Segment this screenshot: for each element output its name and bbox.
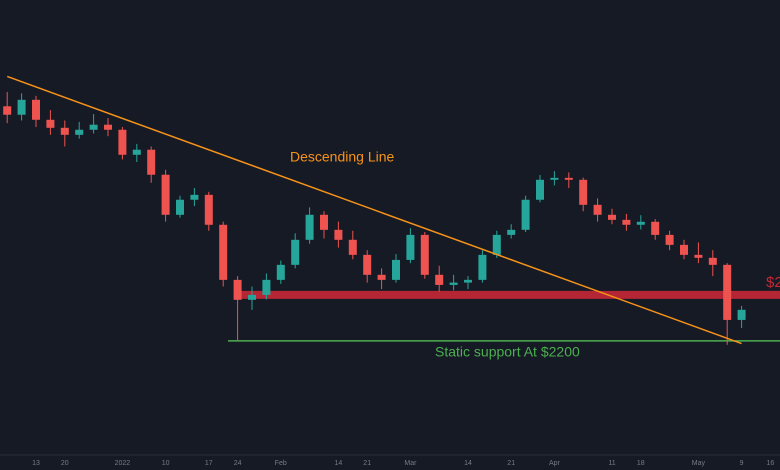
x-tick-label: 21 [363,460,371,467]
candle-body [118,129,127,155]
candle-body [521,199,530,230]
candle-body [665,234,674,245]
trendline-label: Descending Line [290,149,395,165]
candle-body [464,279,472,283]
candle-body [377,274,386,280]
candle-body [348,239,357,255]
candle-body [291,239,300,265]
x-tick-label: 10 [162,460,170,467]
candle-body [694,254,703,258]
candle-body [233,279,242,300]
candle-body [593,204,602,215]
x-tick-label: 13 [32,460,40,467]
candle-body [176,199,184,215]
candle-body [492,234,501,255]
candle-body [219,224,228,280]
x-tick-label: 24 [234,460,242,467]
candle-body [622,219,631,225]
x-tick-label: 14 [464,460,472,467]
candle-body [320,214,328,230]
candle-body [536,179,544,200]
x-tick-label: 17 [205,460,213,467]
candle-body [363,254,372,275]
candle-body [204,194,213,225]
candle-body [608,214,616,220]
candle-body [3,106,12,115]
candle-body [449,282,458,285]
candle-body [334,229,343,240]
candle-body [723,264,732,320]
candle-body [46,119,55,128]
candle-body [17,99,26,115]
x-tick-label: 14 [335,460,343,467]
candle-body [75,129,84,135]
trendline [6,75,742,345]
x-tick-label: 2022 [115,460,131,467]
x-tick-label: 21 [507,460,515,467]
candle-body [305,214,314,240]
candle-body [104,124,112,130]
x-tick-label: 20 [61,460,69,467]
x-tick-label: 16 [767,460,775,467]
candle-body [507,229,516,235]
candle-body [550,177,559,180]
candle-body [60,127,69,135]
x-tick-label: 9 [740,460,744,467]
candle-body [737,309,746,320]
x-tick-label: Mar [404,460,417,467]
candle-body [420,234,429,275]
candle-body [161,174,170,215]
candle-body [276,264,285,280]
candle-body [32,99,40,120]
candle-body [147,149,156,175]
support-label: Static support At $2200 [435,344,580,360]
candle-body [636,221,645,225]
candle-body [478,254,487,280]
candle-body [435,274,444,285]
candle-body [190,194,199,200]
candle-body [248,294,256,300]
candle-body [579,179,588,205]
candle-body [89,124,98,130]
x-tick-label: Apr [549,460,561,467]
candle-body [406,234,415,260]
x-tick-label: May [692,460,706,467]
x-tick-label: Feb [275,460,287,467]
x-tick-label: 18 [637,460,645,467]
candle-body [680,244,688,255]
candle-body [262,279,271,295]
candle-body [564,177,573,180]
candle-body [132,149,141,155]
resistance-label: $2 [766,274,780,291]
candle-body [392,259,400,280]
candle-body [651,221,660,235]
x-tick-label: 11 [608,460,615,467]
candle-body [708,257,717,265]
